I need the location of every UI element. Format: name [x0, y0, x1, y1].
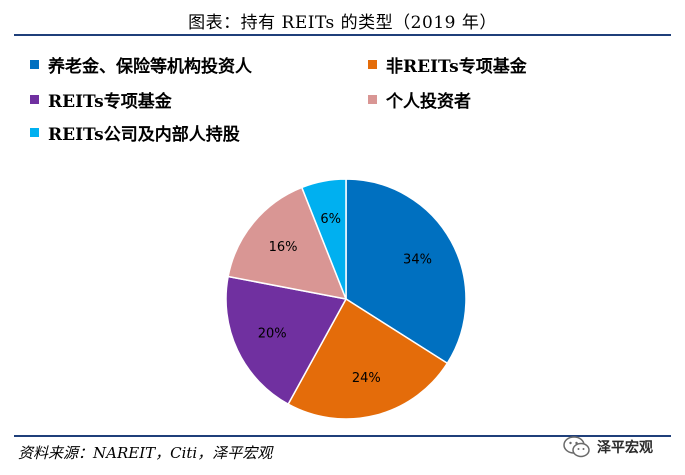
- watermark-text: 泽平宏观: [597, 440, 653, 456]
- title-divider: [14, 34, 671, 36]
- legend-swatch: [368, 60, 377, 69]
- watermark: 泽平宏观: [563, 436, 653, 458]
- slice-value-label: 24%: [352, 371, 381, 386]
- legend-swatch: [30, 95, 39, 104]
- legend-item-non-reits-fund: 非REITs专项基金: [368, 52, 527, 77]
- slice-value-label: 6%: [320, 212, 341, 227]
- source-divider: [14, 435, 671, 437]
- legend-label: REITs公司及内部人持股: [48, 125, 240, 145]
- chart-title: 图表：持有 REITs 的类型（2019 年）: [188, 13, 497, 33]
- pie-slice-3: [227, 186, 348, 300]
- legend-label: 非REITs专项基金: [386, 57, 527, 77]
- legend-swatch: [30, 60, 39, 69]
- slice-value-label: 34%: [403, 253, 432, 268]
- legend-item-institutional: 养老金、保险等机构投资人: [30, 52, 252, 77]
- legend-label: 个人投资者: [386, 92, 471, 112]
- pie-slice-4: [300, 178, 347, 300]
- legend-label: 养老金、保险等机构投资人: [48, 57, 252, 77]
- legend-label: REITs专项基金: [48, 92, 172, 112]
- source-note: 资料来源：NAREIT，Citi，泽平宏观: [18, 444, 273, 462]
- wechat-icon: [563, 436, 590, 458]
- slice-value-label: 16%: [269, 240, 298, 255]
- legend: 养老金、保险等机构投资人 非REITs专项基金 REITs专项基金 个人投资者 …: [0, 0, 685, 150]
- legend-item-individual: 个人投资者: [368, 87, 471, 112]
- slice-value-label: 20%: [258, 327, 287, 342]
- legend-item-insiders: REITs公司及内部人持股: [30, 120, 240, 145]
- legend-swatch: [30, 128, 39, 137]
- pie-slice-2: [225, 275, 348, 406]
- legend-item-reits-fund: REITs专项基金: [30, 87, 172, 112]
- legend-swatch: [368, 95, 377, 104]
- pie-slice-1: [287, 297, 449, 420]
